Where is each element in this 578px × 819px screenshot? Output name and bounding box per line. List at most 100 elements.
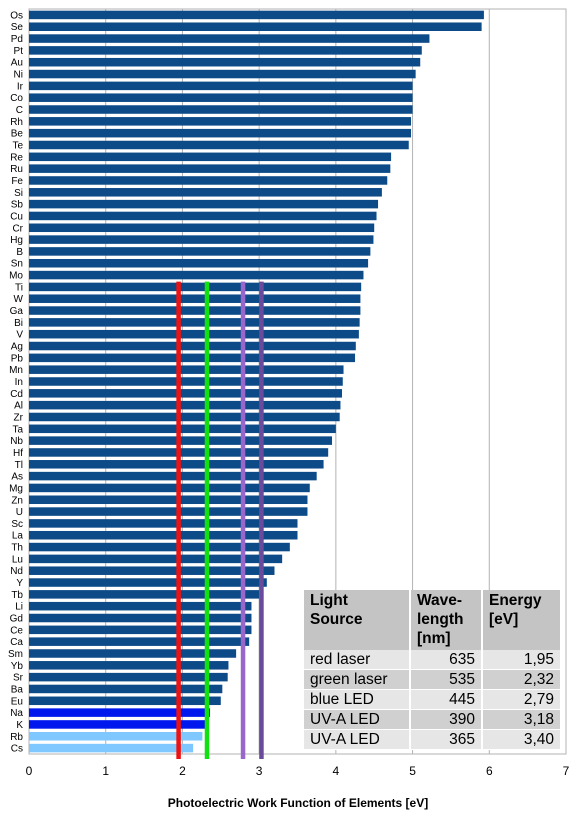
bar-yb xyxy=(29,661,229,670)
bar-os xyxy=(29,10,484,20)
category-label: Si xyxy=(14,188,23,199)
category-label: Co xyxy=(10,93,23,104)
category-label: Na xyxy=(10,708,23,719)
cell-energy: 3,40 xyxy=(482,729,560,750)
table-header-row: Light Source Wave-length [nm] Energy [eV] xyxy=(304,590,560,650)
bar-w xyxy=(29,294,361,303)
bar-cs xyxy=(29,743,194,753)
category-label: U xyxy=(16,507,23,518)
bar-ir xyxy=(29,81,413,91)
bar-ti xyxy=(29,282,362,292)
bar-rb xyxy=(29,732,203,741)
bar-gd xyxy=(29,613,252,623)
bar-ba xyxy=(29,684,223,694)
category-label: Se xyxy=(11,22,24,33)
table-row: green laser 535 2,32 xyxy=(304,669,560,690)
bar-li xyxy=(29,601,252,611)
category-label: Rh xyxy=(10,117,23,128)
bar-be xyxy=(29,128,412,138)
category-label: Ag xyxy=(11,342,23,353)
category-label: Sm xyxy=(8,649,23,660)
bar-zr xyxy=(29,412,340,422)
category-label: Pd xyxy=(11,34,23,45)
bar-k xyxy=(29,720,206,729)
category-label: Eu xyxy=(11,696,23,707)
bar-mn xyxy=(29,365,344,374)
bar-sr xyxy=(29,672,228,682)
bar-zn xyxy=(29,495,308,505)
bar-sb xyxy=(29,199,379,209)
bar-cu xyxy=(29,211,377,221)
table-row: blue LED 445 2,79 xyxy=(304,689,560,710)
bar-se xyxy=(29,22,482,31)
bar-pb xyxy=(29,353,356,363)
category-label: Ba xyxy=(11,684,24,695)
bar-v xyxy=(29,329,359,339)
category-label: Ni xyxy=(14,70,23,81)
category-label: Ir xyxy=(17,81,24,92)
category-label: B xyxy=(16,247,23,258)
x-tick-label: 0 xyxy=(26,764,33,778)
cell-source: red laser xyxy=(304,650,411,670)
category-label: Cd xyxy=(10,389,23,400)
bar-tb xyxy=(29,590,260,599)
bar-na xyxy=(29,708,211,717)
table-row: UV-A LED 365 3,40 xyxy=(304,729,560,750)
bar-y xyxy=(29,578,267,587)
bar-mo xyxy=(29,270,364,280)
bar-cd xyxy=(29,389,342,398)
bar-re xyxy=(29,152,392,162)
category-label: Pt xyxy=(14,46,24,57)
category-label: Th xyxy=(11,543,23,554)
category-label: Au xyxy=(11,58,23,69)
header-light-source: Light Source xyxy=(304,590,411,650)
header-energy: Energy [eV] xyxy=(482,590,560,650)
bar-ag xyxy=(29,341,356,351)
category-label: La xyxy=(12,531,24,542)
cell-energy: 3,18 xyxy=(482,709,560,730)
bar-ni xyxy=(29,69,416,79)
category-label: Al xyxy=(14,401,23,412)
bar-sc xyxy=(29,519,298,528)
bar-eu xyxy=(29,696,221,706)
category-label: Sn xyxy=(11,259,23,270)
bar-u xyxy=(29,507,308,516)
category-label: Cu xyxy=(10,211,23,222)
bar-ga xyxy=(29,306,361,315)
bar-sm xyxy=(29,649,237,658)
x-tick-label: 6 xyxy=(486,764,493,778)
cell-source: green laser xyxy=(304,669,411,690)
category-label: Be xyxy=(11,129,24,140)
x-tick-label: 3 xyxy=(256,764,263,778)
x-tick-label: 4 xyxy=(333,764,340,778)
bar-fe xyxy=(29,176,388,185)
bar-tl xyxy=(29,460,324,469)
category-label: Sb xyxy=(11,200,24,211)
category-label: As xyxy=(11,472,23,483)
cell-energy: 1,95 xyxy=(482,650,560,670)
bar-in xyxy=(29,377,343,386)
category-label: Hg xyxy=(10,235,23,246)
bar-nd xyxy=(29,566,275,575)
category-label: Zr xyxy=(14,412,24,423)
bar-co xyxy=(29,93,413,102)
category-label: Mn xyxy=(9,365,23,376)
category-label: Sc xyxy=(11,519,23,530)
category-label: Li xyxy=(15,602,23,613)
bar-pd xyxy=(29,34,430,43)
bar-cr xyxy=(29,223,375,233)
bar-hg xyxy=(29,235,374,244)
category-label: Re xyxy=(10,152,23,163)
cell-wavelength: 445 xyxy=(410,689,483,710)
header-wavelength: Wave-length [nm] xyxy=(410,590,483,650)
cell-source: blue LED xyxy=(304,689,411,710)
cell-wavelength: 365 xyxy=(410,729,483,750)
bar-mg xyxy=(29,483,310,493)
bar-al xyxy=(29,400,341,410)
category-label: Yb xyxy=(11,661,24,672)
category-label: Ca xyxy=(10,637,23,648)
category-label: Pb xyxy=(11,353,24,364)
category-label: Ga xyxy=(10,306,24,317)
category-label: Ce xyxy=(10,625,23,636)
